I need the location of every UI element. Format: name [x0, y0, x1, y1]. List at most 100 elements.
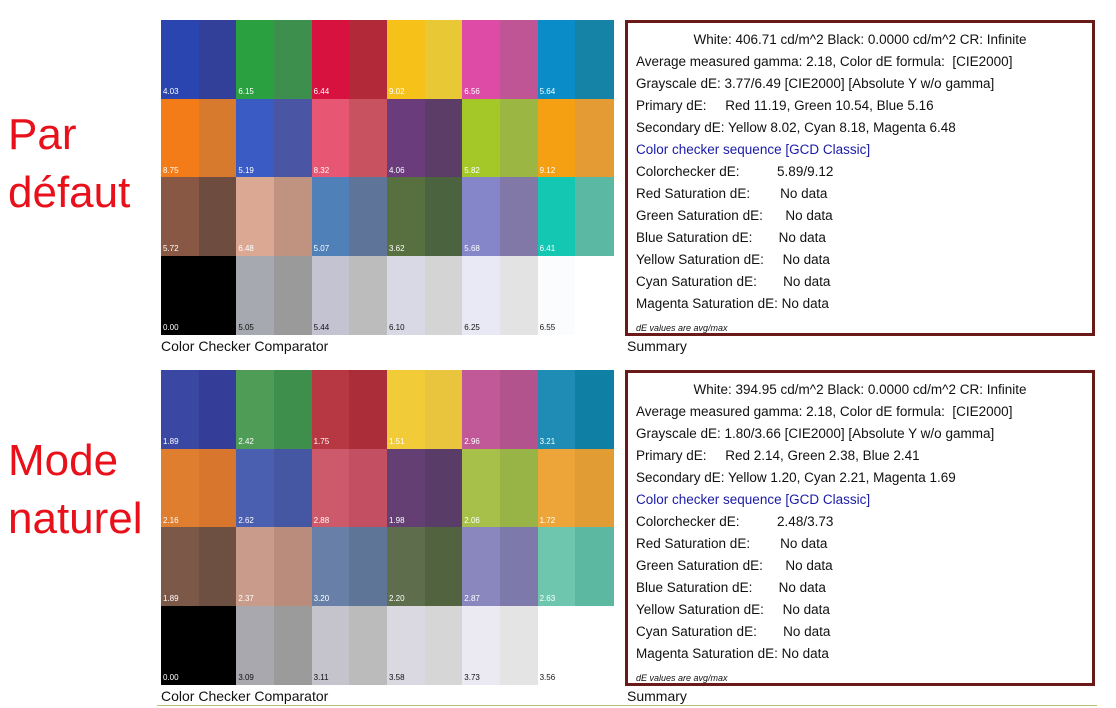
color-checker-grid: 1.89 2.42 1.75 1.51 2.96 3.21 2.16 2.62 2.88 1.98… — [161, 370, 614, 685]
color-patch: 5.68 — [462, 177, 501, 257]
summary-line: Average measured gamma: 2.18, Color dE f… — [636, 404, 1013, 419]
patch-de-value: 3.56 — [539, 672, 556, 682]
summary-note: dE values are avg/max — [636, 323, 728, 333]
patch-de-value: 2.87 — [464, 594, 480, 604]
patch-de-value: 6.44 — [313, 87, 330, 97]
patch-de-value: 1.51 — [388, 437, 405, 447]
color-patch: 1.89 — [161, 527, 200, 607]
patch-de-value: 1.98 — [388, 515, 405, 525]
color-patch — [424, 605, 463, 685]
color-patch: 6.56 — [462, 20, 501, 100]
patch-de-value: 5.19 — [238, 165, 254, 175]
patch-de-value: 4.06 — [388, 165, 405, 175]
color-patch — [424, 527, 463, 607]
summary-note: dE values are avg/max — [636, 673, 728, 683]
color-patch: 3.62 — [386, 177, 426, 257]
color-patch: 3.73 — [462, 605, 501, 685]
patch-de-value: 2.37 — [238, 594, 254, 604]
patch-de-value: 1.89 — [163, 437, 179, 447]
patch-de-value: 5.82 — [464, 165, 480, 175]
color-patch: 4.06 — [386, 98, 426, 178]
patch-de-value: 3.62 — [388, 244, 405, 254]
color-patch: 3.09 — [236, 605, 275, 685]
patch-de-value: 2.88 — [313, 515, 330, 525]
color-patch: 3.56 — [537, 605, 576, 685]
saturation-line: Magenta Saturation dE: No data — [636, 296, 829, 311]
color-patch — [575, 177, 614, 257]
color-patch: 6.44 — [311, 20, 350, 100]
color-patch — [198, 605, 237, 685]
patch-de-value: 3.09 — [238, 672, 254, 682]
color-patch — [349, 448, 388, 528]
color-patch: 1.89 — [161, 370, 200, 450]
color-patch — [575, 370, 614, 450]
color-patch — [349, 177, 388, 257]
color-patch — [273, 605, 313, 685]
color-patch — [273, 370, 313, 450]
patch-de-value: 2.20 — [388, 594, 405, 604]
patch-de-value: 8.75 — [163, 165, 179, 175]
color-patch — [499, 605, 539, 685]
patch-de-value: 9.02 — [388, 87, 405, 97]
patch-de-value: 5.64 — [539, 87, 556, 97]
color-patch: 8.32 — [311, 98, 350, 178]
summary-line: Grayscale dE: 3.77/6.49 [CIE2000] [Absol… — [636, 76, 995, 91]
color-patch — [499, 255, 539, 335]
patch-de-value: 5.07 — [313, 244, 330, 254]
color-patch — [349, 527, 388, 607]
patch-de-value: 6.25 — [464, 322, 480, 332]
patch-de-value: 1.89 — [163, 594, 179, 604]
mode-label-default: Par défaut — [8, 106, 130, 222]
color-patch: 1.72 — [537, 448, 576, 528]
color-patch: 2.37 — [236, 527, 275, 607]
color-patch — [424, 98, 463, 178]
color-patch: 2.96 — [462, 370, 501, 450]
patch-de-value: 3.73 — [464, 672, 480, 682]
color-patch — [499, 370, 539, 450]
color-patch: 3.21 — [537, 370, 576, 450]
saturation-line: Cyan Saturation dE: No data — [636, 274, 831, 289]
summary-panel: White: 406.71 cd/m^2 Black: 0.0000 cd/m^… — [625, 20, 1095, 336]
color-patch — [349, 605, 388, 685]
patch-de-value: 5.05 — [238, 322, 254, 332]
color-patch — [575, 20, 614, 100]
color-checker-sequence-link[interactable]: Color checker sequence [GCD Classic] — [636, 142, 871, 157]
color-patch: 9.02 — [386, 20, 426, 100]
saturation-line: Cyan Saturation dE: No data — [636, 624, 831, 639]
color-patch — [575, 448, 614, 528]
bottom-divider — [157, 705, 1097, 706]
patch-de-value: 0.00 — [163, 672, 179, 682]
color-patch — [273, 527, 313, 607]
patch-de-value: 3.11 — [313, 672, 329, 682]
patch-de-value: 5.44 — [313, 322, 330, 332]
summary-caption: Summary — [627, 338, 687, 354]
colorchecker-de: Colorchecker dE: 2.48/3.73 — [636, 514, 834, 529]
saturation-line: Blue Saturation dE: No data — [636, 580, 826, 595]
color-patch — [575, 527, 614, 607]
color-patch: 3.20 — [311, 527, 350, 607]
color-patch: 2.06 — [462, 448, 501, 528]
color-patch — [349, 98, 388, 178]
summary-line: Average measured gamma: 2.18, Color dE f… — [636, 54, 1013, 69]
color-patch: 5.05 — [236, 255, 275, 335]
color-checker-sequence-link[interactable]: Color checker sequence [GCD Classic] — [636, 492, 871, 507]
color-patch — [198, 448, 237, 528]
patch-de-value: 1.72 — [539, 515, 556, 525]
color-patch — [499, 20, 539, 100]
color-patch: 4.03 — [161, 20, 200, 100]
grid-caption: Color Checker Comparator — [161, 338, 329, 354]
color-patch: 0.00 — [161, 255, 200, 335]
saturation-line: Green Saturation dE: No data — [636, 208, 833, 223]
color-patch: 2.20 — [386, 527, 426, 607]
color-patch: 6.10 — [386, 255, 426, 335]
color-patch: 5.72 — [161, 177, 200, 257]
color-patch — [424, 370, 463, 450]
saturation-line: Yellow Saturation dE: No data — [636, 252, 830, 267]
color-patch — [499, 448, 539, 528]
patch-de-value: 9.12 — [539, 165, 556, 175]
color-patch — [424, 448, 463, 528]
summary-line: Secondary dE: Yellow 1.20, Cyan 2.21, Ma… — [636, 470, 956, 485]
colorchecker-de: Colorchecker dE: 5.89/9.12 — [636, 164, 834, 179]
color-patch: 1.75 — [311, 370, 350, 450]
color-patch: 2.62 — [236, 448, 275, 528]
